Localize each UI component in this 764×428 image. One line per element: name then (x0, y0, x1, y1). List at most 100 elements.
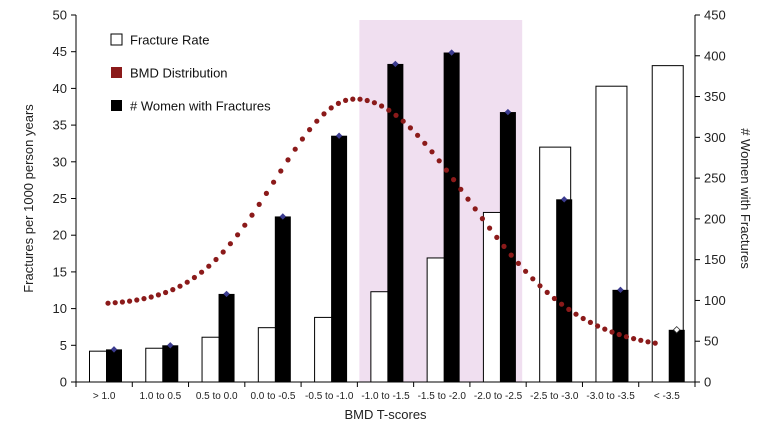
women-fractures-marker (672, 326, 681, 334)
y-axis-title-right: # Women with Fractures (738, 128, 753, 269)
bmd-distribution-dot (515, 260, 522, 266)
women-fractures-marker (167, 342, 174, 349)
bmd-distribution-dot (386, 107, 392, 113)
x-tick-label: 0.0 to -0.5 (250, 391, 295, 402)
bmd-distribution-dot (652, 340, 658, 346)
bmd-distribution-dot (494, 234, 500, 240)
x-tick-label: 1.0 to 0.5 (140, 391, 182, 402)
legend-swatch (111, 100, 122, 111)
y-tick-label-left: 5 (60, 338, 67, 353)
bmd-distribution-dot (379, 103, 385, 109)
y-tick-label-right: 250 (704, 171, 726, 186)
bmd-distribution-dot (148, 294, 154, 300)
bmd-distribution-dot (559, 301, 565, 307)
legend-swatch (111, 67, 122, 78)
y-tick-label-left: 45 (53, 44, 67, 59)
women-fractures-bar (162, 345, 179, 382)
y-tick-label-left: 25 (53, 191, 67, 206)
bmd-distribution-dot (551, 295, 558, 302)
x-tick-label: -3.0 to -3.5 (586, 391, 635, 402)
bmd-distribution-dot (184, 279, 190, 285)
x-axis-title: BMD T-scores (344, 407, 427, 422)
x-tick-label: -1.0 to -1.5 (361, 391, 410, 402)
y-tick-label-left: 50 (53, 8, 67, 23)
women-fractures-bar (387, 63, 404, 382)
bmd-distribution-dot (508, 252, 514, 258)
bmd-distribution-dot (191, 274, 197, 281)
y-tick-label-right: 200 (704, 211, 726, 226)
bmd-distribution-dot (487, 225, 493, 231)
y-tick-label-right: 450 (704, 8, 726, 23)
bmd-distribution-dot (458, 186, 464, 192)
x-tick-label: -2.5 to -3.0 (530, 391, 579, 402)
bmd-distribution-dot (638, 337, 644, 343)
bmd-distribution-dot (328, 105, 334, 111)
bmd-distribution-dot (307, 127, 313, 133)
y-tick-label-left: 30 (53, 154, 67, 169)
x-tick-label: -0.5 to -1.0 (305, 391, 354, 402)
bmd-distribution-dot (220, 249, 226, 255)
bmd-distribution-dot (631, 336, 637, 342)
bmd-distribution-dot (623, 334, 630, 340)
bmd-distribution-dot (285, 157, 291, 163)
bmd-distribution-dot (335, 100, 341, 106)
bmd-distribution-dot (422, 140, 428, 146)
women-fractures-bar (443, 52, 460, 382)
bmd-distribution-dot (134, 297, 140, 303)
bmd-distribution-dot (451, 177, 457, 183)
bmd-distribution-dot (616, 331, 622, 338)
legend-swatch (110, 33, 123, 46)
x-tick-label: < -3.5 (654, 391, 680, 402)
bmd-distribution-dot (177, 283, 183, 289)
x-tick-label: -2.0 to -2.5 (474, 391, 523, 402)
bmd-distribution-dot (170, 287, 176, 293)
y-tick-label-left: 20 (53, 228, 67, 243)
women-fractures-bar (274, 216, 291, 382)
y-tick-label-left: 10 (53, 301, 67, 316)
bmd-distribution-dot (580, 315, 586, 322)
women-fractures-bar (668, 329, 685, 382)
bmd-distribution-dot (271, 179, 277, 185)
women-fractures-bar (331, 135, 348, 382)
bmd-distribution-dot (127, 298, 133, 304)
bmd-distribution-dot (587, 319, 594, 325)
bmd-distribution-dot (263, 190, 269, 196)
bmd-distribution-dot (314, 118, 320, 124)
bmd-distribution-dot (105, 300, 111, 306)
bmd-distribution-dot (436, 158, 442, 164)
y-tick-label-right: 150 (704, 252, 726, 267)
bmd-distribution-dot (343, 97, 349, 103)
bmd-distribution-dot (429, 149, 435, 155)
bmd-distribution-dot (443, 167, 449, 173)
women-fractures-marker (448, 49, 455, 56)
bmd-distribution-dot (155, 292, 161, 298)
y-tick-label-left: 35 (53, 118, 67, 133)
bmd-distribution-dot (235, 232, 241, 238)
bmd-distribution-dot (530, 276, 536, 282)
bmd-distribution-dot (350, 96, 356, 102)
bmd-distribution-dot (119, 299, 125, 305)
bmd-distribution-dot (141, 296, 147, 302)
bmd-distribution-dot (278, 168, 284, 174)
bmd-distribution-dot (415, 132, 421, 138)
bmd-distribution-dot (645, 339, 651, 345)
bmd-distribution-dot (465, 196, 471, 202)
women-fractures-marker (392, 60, 399, 68)
y-tick-label-left: 40 (53, 81, 67, 96)
bmd-distribution-dot (292, 146, 298, 152)
women-fractures-marker (504, 108, 512, 116)
y-axis-title-left: Fractures per 1000 person years (21, 104, 36, 293)
y-tick-label-right: 100 (704, 293, 726, 308)
bmd-distribution-dot (609, 329, 615, 335)
bmd-distribution-dot (573, 311, 579, 317)
bmd-distribution-dot (393, 112, 399, 118)
bmd-distribution-dot (206, 263, 212, 269)
bmd-distribution-dot (537, 283, 543, 289)
bmd-distribution-dot (227, 241, 233, 247)
x-tick-label: 0.5 to 0.0 (196, 391, 238, 402)
bmd-distribution-dot (602, 326, 608, 332)
y-tick-label-left: 15 (53, 264, 67, 279)
women-fractures-marker (223, 290, 230, 298)
